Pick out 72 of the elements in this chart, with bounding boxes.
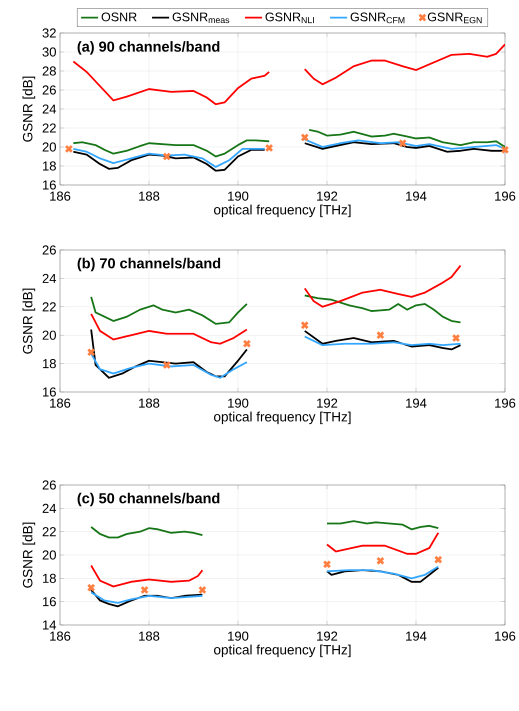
point — [64, 144, 74, 154]
x-tick-label: 190 — [228, 192, 248, 201]
x-tick-label: 194 — [406, 398, 426, 408]
x-tick-label: 196 — [495, 398, 516, 408]
y-axis-title: GSNR [dB] — [22, 288, 36, 354]
x-tick-label: 188 — [139, 398, 160, 408]
point — [300, 321, 309, 330]
x-tick-label: 192 — [317, 192, 338, 201]
x-tick-label: 188 — [139, 632, 160, 641]
x-tick-label: 196 — [495, 632, 516, 641]
y-tick-label: 20 — [42, 142, 56, 152]
legend-label: OSNR — [102, 12, 137, 22]
x-tick-label: 192 — [317, 632, 338, 641]
x-tick-label: 188 — [139, 192, 160, 201]
x-axis-title: optical frequency [THz] — [214, 204, 350, 218]
x-tick-label: 190 — [228, 398, 248, 408]
point — [198, 586, 207, 594]
legend-label: GSNR$_{meas}$ — [172, 12, 230, 24]
text: (a) 90 channels/band — [78, 41, 220, 55]
y-tick-label: 24 — [42, 104, 56, 114]
point — [86, 583, 96, 592]
y-tick-label: 16 — [42, 387, 56, 397]
legend-label: GSNR$_{CFM}$ — [350, 12, 404, 24]
x-tick-label: 186 — [50, 632, 70, 641]
y-tick-label: 18 — [42, 161, 56, 171]
point — [434, 555, 442, 564]
y-tick-label: 18 — [42, 358, 56, 368]
point — [322, 560, 332, 569]
y-tick-label: 28 — [42, 66, 56, 76]
y-tick-label: 26 — [42, 85, 56, 95]
x-tick-label: 190 — [228, 632, 248, 641]
y-tick-label: 20 — [42, 330, 56, 340]
y-tick-label: 22 — [42, 123, 56, 133]
point — [86, 348, 96, 356]
y-tick-label: 22 — [42, 527, 56, 536]
y-tick-label: 32 — [42, 28, 56, 38]
x-axis-title: optical frequency [THz] — [214, 412, 350, 424]
legend-label: GSNR$_{EGN}$ — [428, 12, 482, 24]
x-tick-label: 186 — [50, 398, 70, 408]
y-tick-label: 26 — [42, 245, 56, 255]
x-tick-label: 186 — [50, 192, 70, 201]
y-tick-label: 24 — [42, 504, 56, 513]
point — [500, 146, 510, 154]
point — [452, 334, 460, 342]
y-axis-title: GSNR [dB] — [22, 522, 36, 588]
y-tick-label: 16 — [42, 597, 56, 606]
point — [264, 144, 274, 152]
x-tick-label: 196 — [495, 192, 516, 201]
y-tick-label: 22 — [42, 302, 56, 312]
y-tick-label: 18 — [42, 574, 56, 583]
x-axis-title: optical frequency [THz] — [214, 644, 350, 658]
y-axis-title: GSNR [dB] — [22, 76, 36, 142]
x-tick-label: 194 — [406, 632, 426, 641]
point — [398, 138, 407, 148]
point — [242, 339, 252, 348]
point — [300, 133, 309, 142]
point — [162, 360, 171, 370]
y-tick-label: 14 — [42, 620, 56, 630]
y-tick-label: 20 — [42, 550, 56, 560]
y-tick-label: 16 — [42, 180, 56, 190]
x-tick-label: 194 — [406, 192, 426, 201]
legend-label: GSNR$_{NLI}$ — [265, 12, 314, 24]
point — [376, 556, 385, 566]
y-tick-label: 24 — [42, 274, 56, 283]
chart-title: (c) 50 channels/band — [78, 492, 220, 506]
y-tick-label: 30 — [42, 47, 56, 57]
point — [140, 586, 149, 594]
point — [162, 152, 171, 161]
y-tick-label: 26 — [42, 480, 56, 490]
point — [376, 330, 385, 340]
text: (b) 70 channels/band — [78, 258, 220, 272]
x-tick-label: 192 — [317, 398, 338, 408]
